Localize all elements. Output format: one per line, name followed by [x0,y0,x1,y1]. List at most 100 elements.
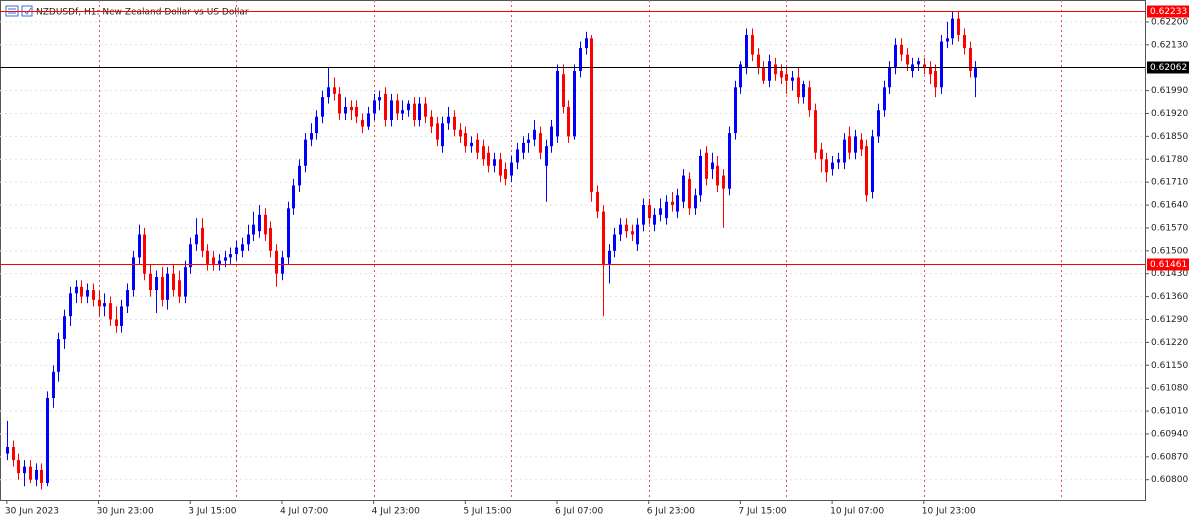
candle-body [327,87,330,98]
candle-body [705,152,708,179]
candle-body [80,286,83,297]
candle-body [155,276,158,291]
x-tick-label: 10 Jul 23:00 [922,507,976,517]
candle-body [848,136,851,153]
candle-body [166,273,169,300]
candle-body [940,41,943,88]
candle-body [613,234,616,251]
x-tick-label: 4 Jul 23:00 [372,507,421,517]
candle-body [447,116,450,124]
y-tick-label: 0.61710 [1151,178,1188,188]
candle-body [906,54,909,65]
candle-body [963,34,966,49]
candle-body [590,38,593,192]
candle-body [493,159,496,166]
candle-body [894,44,897,68]
candle-body [665,201,668,219]
candle-body [396,100,399,114]
candle-body [780,70,783,78]
candle-body [355,106,358,117]
price-label: 0.62233 [1150,7,1187,17]
candle-body [504,169,507,179]
candle-body [676,195,679,212]
candle-body [338,93,341,114]
y-tick-label: 0.61150 [1151,361,1188,371]
candle-body [69,293,72,317]
candle-body [390,100,393,121]
candle-body [516,149,519,163]
candle-body [716,165,719,186]
y-tick-label: 0.61080 [1151,384,1188,394]
candle-body [797,77,800,98]
candle-body [23,466,26,474]
candle-body [825,159,828,173]
candle-body [292,185,295,209]
candle-body [235,247,238,255]
candle-body [29,466,32,480]
candle-body [923,64,926,68]
candle-body [860,139,863,150]
candle-body [499,159,502,176]
candle-body [92,290,95,300]
candle-body [619,224,622,235]
candle-body [671,201,674,206]
candle-body [115,319,118,327]
candle-body [350,106,353,111]
y-tick-label: 0.61360 [1151,292,1188,302]
candle-body [143,234,146,274]
candle-body [808,87,811,111]
candle-body [556,70,559,137]
candle-body [573,70,576,137]
candle-body [464,133,467,147]
candle-body [86,290,89,297]
candle-body [46,397,49,483]
candle-body [791,77,794,81]
candle-body [149,273,152,291]
candle-body [367,113,370,127]
candle-body [739,64,742,88]
candle-body [625,224,628,232]
y-tick-label: 0.61290 [1151,315,1188,325]
candle-body [699,155,702,196]
candle-body [608,250,611,264]
candle-body [545,146,548,166]
candle-body [757,54,760,68]
candle-body [596,191,599,212]
candle-body [184,267,187,297]
candle-body [550,126,553,147]
candle-body [63,316,66,340]
candle-body [378,97,381,101]
candle-body [877,110,880,137]
candle-body [436,123,439,140]
candle-body [321,97,324,117]
candle-body [487,152,490,166]
y-tick-label: 0.61990 [1151,86,1188,96]
grid [0,0,1145,500]
candle-body [40,469,43,483]
candle-body [315,116,318,134]
candle-body [946,38,949,42]
candle-body [694,195,697,209]
candle-body [631,231,634,235]
y-tick-label: 0.62200 [1151,17,1188,27]
candle-body [344,106,347,114]
y-tick-label: 0.61430 [1151,269,1188,279]
y-tick-label: 0.61850 [1151,132,1188,142]
candle-body [762,67,765,81]
candle-body [264,214,267,235]
candle-body [837,159,840,163]
candle-body [384,93,387,121]
candle-body [373,100,376,114]
candle-body [820,149,823,160]
candle-body [929,67,932,75]
candle-body [212,257,215,264]
candle-body [659,208,662,215]
y-tick-label: 0.61780 [1151,155,1188,165]
candle-body [768,61,771,81]
candle-body [533,129,536,140]
candle-body [774,64,777,75]
x-tick-label: 7 Jul 15:00 [738,507,787,517]
candle-body [218,260,221,264]
candle-body [298,165,301,186]
candle-body [229,254,232,258]
